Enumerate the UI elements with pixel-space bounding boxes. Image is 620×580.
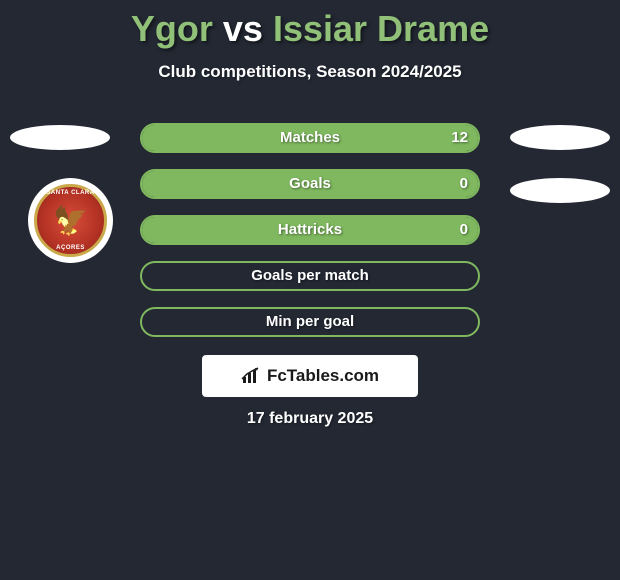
stat-row-goals: Goals 0 bbox=[140, 169, 480, 199]
stat-label: Goals bbox=[142, 171, 478, 197]
player2-name: Issiar Drame bbox=[273, 8, 489, 49]
stat-row-goals-per-match: Goals per match bbox=[140, 261, 480, 291]
player2-club-placeholder bbox=[510, 178, 610, 203]
brand-text: FcTables.com bbox=[267, 366, 379, 386]
stat-right-value: 0 bbox=[460, 171, 468, 197]
stat-label: Min per goal bbox=[142, 309, 478, 335]
club-badge-top-text: SANTA CLARA bbox=[46, 190, 94, 196]
stat-right-value: 0 bbox=[460, 217, 468, 243]
stat-right-value: 12 bbox=[451, 125, 468, 151]
vs-text: vs bbox=[223, 8, 263, 49]
eagle-icon: 🦅 bbox=[53, 207, 88, 235]
player1-photo-placeholder bbox=[10, 125, 110, 150]
player1-name: Ygor bbox=[131, 8, 213, 49]
stats-panel: Matches 12 Goals 0 Hattricks 0 Goals per… bbox=[140, 123, 480, 353]
stat-row-hattricks: Hattricks 0 bbox=[140, 215, 480, 245]
stat-label: Matches bbox=[142, 125, 478, 151]
club-badge-bottom-text: AÇORES bbox=[56, 245, 85, 251]
bar-chart-icon bbox=[241, 367, 263, 385]
stat-label: Goals per match bbox=[142, 263, 478, 289]
player1-club-badge: SANTA CLARA 🦅 AÇORES bbox=[28, 178, 113, 263]
subtitle: Club competitions, Season 2024/2025 bbox=[0, 62, 620, 82]
stat-row-min-per-goal: Min per goal bbox=[140, 307, 480, 337]
comparison-title: Ygor vs Issiar Drame bbox=[0, 0, 620, 50]
date-text: 17 february 2025 bbox=[0, 410, 620, 428]
stat-row-matches: Matches 12 bbox=[140, 123, 480, 153]
player2-photo-placeholder bbox=[510, 125, 610, 150]
club-badge-inner: SANTA CLARA 🦅 AÇORES bbox=[34, 184, 107, 257]
brand-watermark: FcTables.com bbox=[202, 355, 418, 397]
stat-label: Hattricks bbox=[142, 217, 478, 243]
